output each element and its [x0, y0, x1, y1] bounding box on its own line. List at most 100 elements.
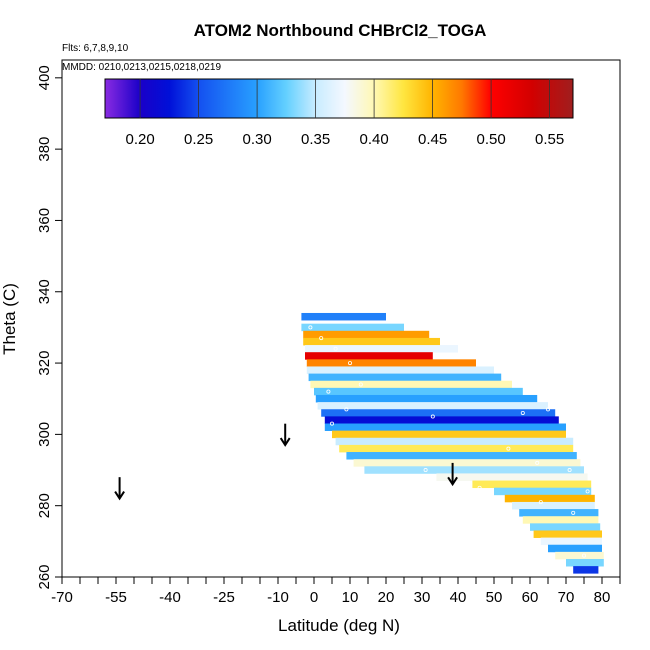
sample-point-19: [582, 553, 587, 558]
x-tick-label-7: 20: [378, 589, 395, 606]
arrow-markers: [114, 423, 458, 501]
x-tick-label-1: -55: [105, 589, 127, 606]
x-tick-label-9: 40: [450, 589, 467, 606]
colorbar-tick-label-5: 0.45: [418, 131, 447, 148]
arrow-marker-1: [279, 423, 291, 447]
heatmap-band-27: [519, 509, 599, 517]
heatmap-band-19: [346, 452, 577, 460]
heatmap-band-0: [301, 312, 386, 321]
x-tick-label-2: -40: [159, 589, 181, 606]
x-tick-label-0: -70: [51, 589, 73, 606]
heatmap-band-2: [303, 330, 430, 339]
colorbar-gradient: [104, 78, 574, 119]
sample-point-11: [506, 446, 511, 451]
heatmap-band-14: [324, 416, 559, 424]
heatmap-band-26: [512, 501, 595, 510]
heatmap-band-5: [305, 352, 433, 360]
heatmap-band-29: [530, 523, 601, 531]
sample-points: [308, 325, 590, 558]
colorbar-tick-label-0: 0.20: [125, 131, 154, 148]
y-axis: 260 280 300 320 340 360 380 400: [36, 65, 62, 590]
y-tick-label-1: 280: [36, 493, 53, 518]
arrow-marker-2: [447, 462, 458, 487]
y-tick-label-7: 400: [36, 65, 53, 90]
y-axis-title: Theta (C): [0, 283, 19, 355]
heatmap-band-13: [321, 409, 556, 417]
sample-point-14: [423, 468, 428, 473]
heatmap-band-7: [306, 366, 494, 374]
sample-point-2: [333, 346, 338, 351]
plot-frame: [61, 59, 621, 578]
heatmap-band-6: [306, 359, 476, 367]
heatmap-band-1: [301, 323, 404, 332]
sample-point-8: [430, 414, 435, 419]
y-tick-label-4: 340: [36, 279, 53, 304]
sample-point-7: [329, 421, 334, 426]
heatmap-band-3: [303, 337, 440, 346]
sample-point-15: [477, 485, 482, 490]
sample-point-4: [358, 382, 363, 387]
x-axis-title: Latitude (deg N): [278, 616, 400, 635]
sample-point-6: [344, 407, 349, 412]
flights-note: Flts: 6,7,8,9,10: [62, 43, 129, 54]
chart-title: ATOM2 Northbound CHBrCl2_TOGA: [194, 21, 487, 40]
heatmap-band-9: [310, 380, 512, 389]
heatmap-band-34: [566, 558, 604, 567]
sample-point-1: [319, 336, 324, 341]
sample-point-18: [585, 489, 590, 494]
heatmap-band-28: [522, 516, 599, 524]
x-tick-label-4: -10: [267, 589, 289, 606]
x-tick-label-6: 10: [342, 589, 359, 606]
heatmap-band-25: [504, 494, 595, 503]
heatmap-band-15: [324, 423, 566, 431]
x-tick-label-12: 70: [558, 589, 575, 606]
colorbar: 0.20 0.25 0.30 0.35 0.40 0.45 0.50 0.55: [104, 78, 574, 148]
heatmap-band-18: [339, 444, 574, 453]
heatmap-bands: [301, 312, 604, 574]
heatmap-band-21: [364, 466, 584, 474]
heatmap-band-16: [332, 430, 566, 439]
heatmap-band-8: [308, 373, 502, 382]
x-tick-label-13: 80: [594, 589, 611, 606]
heatmap-band-31: [540, 537, 602, 546]
x-tick-label-8: 30: [414, 589, 431, 606]
y-tick-label-5: 360: [36, 208, 53, 233]
heatmap-band-10: [314, 387, 523, 396]
heatmap-band-11: [315, 394, 538, 403]
arrow-marker-0: [114, 477, 125, 501]
y-tick-label-3: 320: [36, 351, 53, 376]
sample-point-17: [571, 510, 576, 515]
sample-point-0: [308, 325, 313, 330]
x-tick-label-10: 50: [486, 589, 503, 606]
y-tick-label-6: 380: [36, 137, 53, 162]
dates-note: MMDD: 0210,0213,0215,0218,0219: [62, 62, 221, 73]
sample-point-16: [538, 500, 543, 505]
heatmap-band-35: [573, 566, 599, 574]
heatmap-band-30: [533, 530, 602, 538]
x-tick-label-5: 0: [310, 589, 318, 606]
sample-point-13: [567, 468, 572, 473]
x-tick-label-11: 60: [522, 589, 539, 606]
x-axis: -70 -55 -40 -25 -10 0 10 20 30 40 50 60 70 80: [51, 577, 621, 606]
heatmap-band-20: [353, 459, 581, 467]
colorbar-tick-label-1: 0.25: [184, 131, 213, 148]
colorbar-tick-label-4: 0.40: [359, 131, 388, 148]
heatmap-band-33: [555, 551, 604, 560]
heatmap-band-12: [317, 402, 548, 410]
sample-point-12: [535, 460, 540, 465]
colorbar-tick-label-2: 0.30: [242, 131, 271, 148]
colorbar-tick-label-6: 0.50: [476, 131, 505, 148]
sample-point-10: [546, 407, 551, 412]
heatmap-band-32: [548, 544, 602, 553]
x-tick-label-3: -25: [213, 589, 235, 606]
y-tick-label-0: 260: [36, 564, 53, 589]
sample-point-3: [347, 361, 352, 366]
colorbar-tick-label-3: 0.35: [301, 131, 330, 148]
heatmap-band-17: [335, 437, 574, 446]
heatmap-band-4: [305, 345, 458, 353]
colorbar-tick-label-7: 0.55: [535, 131, 564, 148]
sample-point-5: [326, 389, 331, 394]
y-tick-label-2: 300: [36, 422, 53, 447]
heatmap-band-22: [436, 473, 588, 481]
